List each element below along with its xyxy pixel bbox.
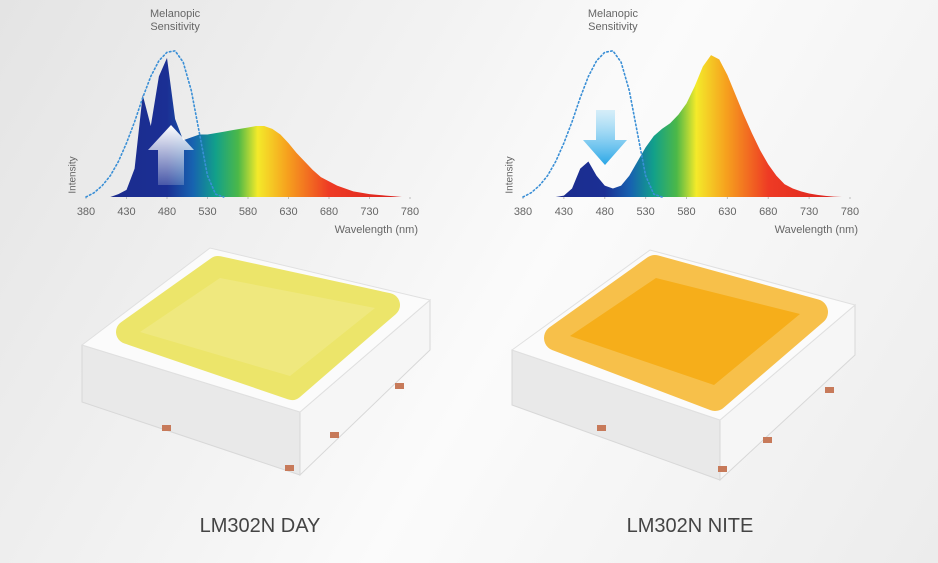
x-tick-label: 530 <box>636 206 654 218</box>
x-tick-label: 580 <box>677 206 695 218</box>
spectrum-area <box>523 55 850 197</box>
y-axis-label: Intensity <box>505 156 516 193</box>
x-tick-label: 780 <box>401 206 419 218</box>
x-tick-label: 430 <box>555 206 573 218</box>
product-name: LM302N NITE <box>626 515 754 537</box>
x-tick-label: 380 <box>514 206 532 218</box>
down-arrow <box>583 110 627 165</box>
x-tick-label: 680 <box>320 206 338 218</box>
x-tick-label: 430 <box>117 206 135 218</box>
y-axis-label: Intensity <box>68 156 79 193</box>
x-tick-label: 580 <box>239 206 257 218</box>
series-label: Melanopic Sensitivity <box>150 8 201 33</box>
x-tick-label: 380 <box>77 206 95 218</box>
spectrum-area <box>86 57 410 197</box>
x-axis-label: Wavelength (nm) <box>775 224 858 236</box>
sensitivity-line <box>85 49 225 198</box>
sensitivity-line <box>522 49 663 198</box>
x-tick-label: 480 <box>596 206 614 218</box>
x-axis-label: Wavelength (nm) <box>335 224 418 236</box>
x-tick-label: 530 <box>198 206 216 218</box>
x-tick-label: 630 <box>279 206 297 218</box>
x-tick-label: 480 <box>158 206 176 218</box>
led-nite <box>510 249 857 482</box>
x-tick-label: 680 <box>759 206 777 218</box>
x-tick-label: 730 <box>800 206 818 218</box>
x-tick-label: 780 <box>841 206 859 218</box>
led-day <box>80 247 432 477</box>
series-label: Melanopic Sensitivity <box>587 8 638 33</box>
x-tick-label: 730 <box>360 206 378 218</box>
up-arrow <box>148 125 194 185</box>
product-name: LM302N DAY <box>199 515 321 537</box>
x-tick-label: 630 <box>718 206 736 218</box>
